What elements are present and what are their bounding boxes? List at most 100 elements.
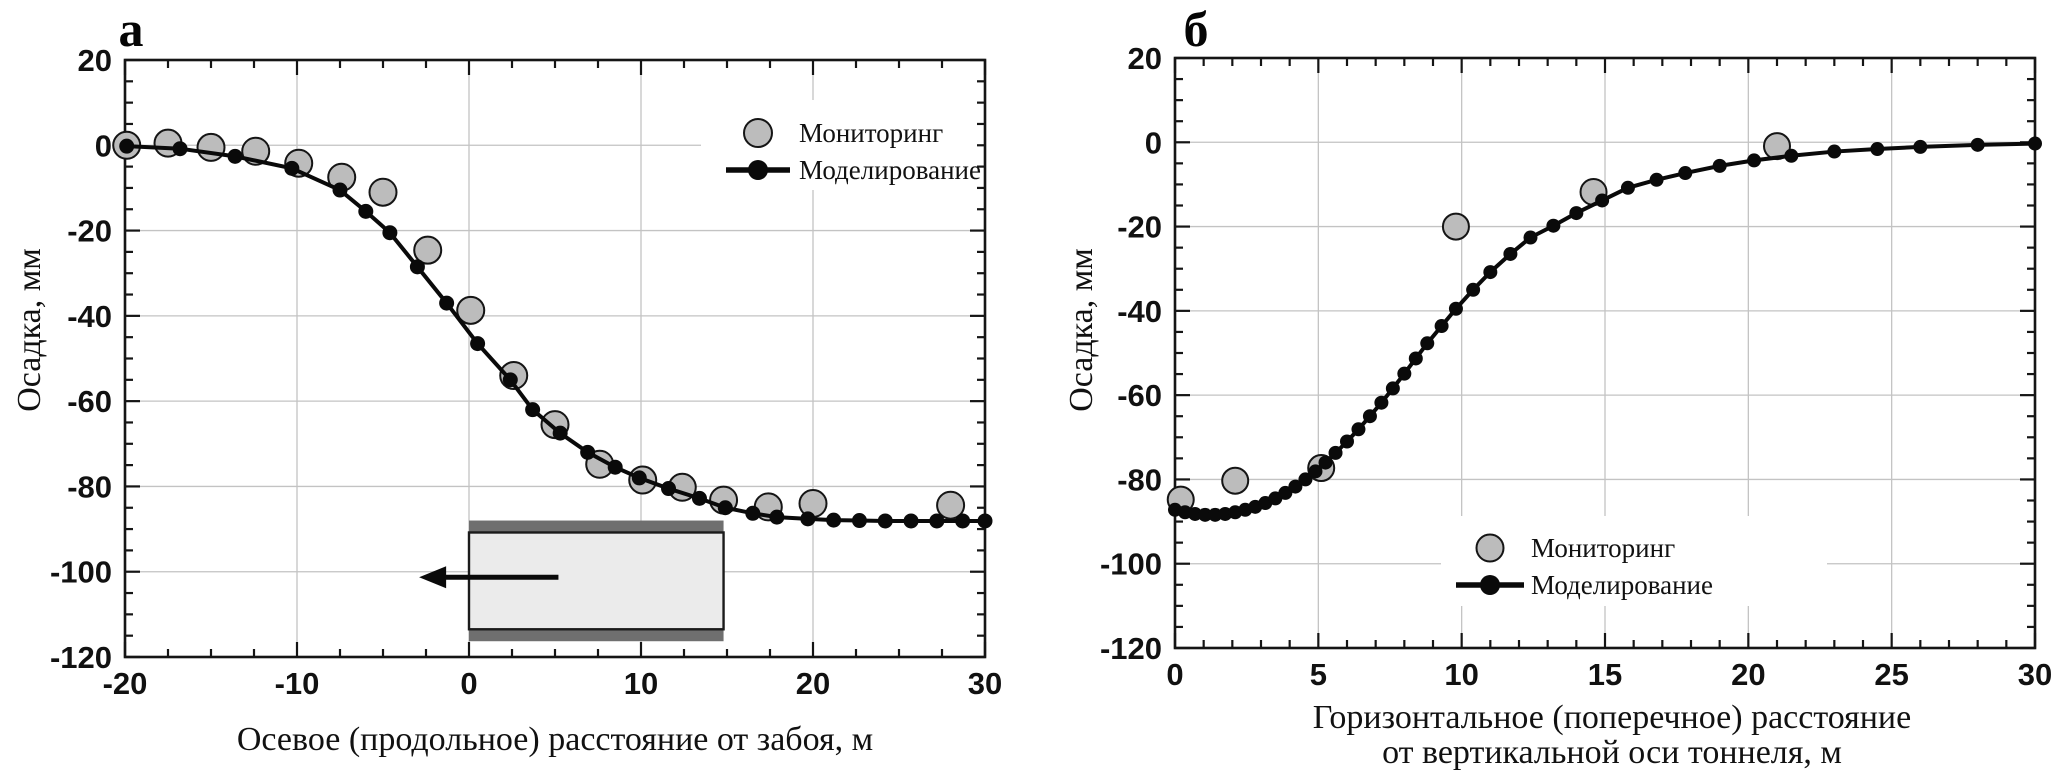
x-tick-label: 30 xyxy=(968,666,1002,701)
axis-ticks xyxy=(1173,56,2037,650)
model-dot xyxy=(1434,319,1449,334)
y-tick-label: -40 xyxy=(1117,294,1162,329)
legend-model-dot-icon xyxy=(1480,575,1500,595)
model-dot xyxy=(1351,422,1366,437)
legend: Мониторинг Моделирование xyxy=(701,100,981,190)
x-tick-label: 10 xyxy=(624,666,658,701)
tunnel-body xyxy=(467,531,725,631)
y-tick-label: -40 xyxy=(67,299,112,334)
model-dot xyxy=(851,513,867,529)
model-dot xyxy=(1397,366,1412,381)
x-tick-label: 15 xyxy=(1588,657,1622,692)
model-dot xyxy=(409,259,425,275)
y-tick-label: -100 xyxy=(1100,547,1162,582)
monitoring-point xyxy=(936,490,966,520)
model-dot xyxy=(1385,381,1400,396)
x-tick-label: 0 xyxy=(460,666,477,701)
model-dot xyxy=(332,182,348,198)
model-dot xyxy=(382,225,398,241)
model-dot xyxy=(1546,218,1561,233)
model-dot xyxy=(977,513,993,529)
model-dot xyxy=(439,295,455,311)
model-dot xyxy=(877,513,893,529)
x-tick-label: 0 xyxy=(1166,657,1183,692)
model-dot xyxy=(1523,230,1538,245)
x-axis-title: Осевое (продольное) расстояние от забоя,… xyxy=(237,721,873,758)
model-dot xyxy=(1483,265,1498,280)
y-axis-title: Осадка, мм xyxy=(1063,248,1100,412)
model-dot xyxy=(1408,351,1423,366)
model-dot xyxy=(1503,246,1518,261)
legend-background xyxy=(701,100,977,190)
model-dot xyxy=(1712,158,1727,173)
series-model xyxy=(119,138,993,529)
monitoring-point xyxy=(413,235,443,265)
tunnel-schematic xyxy=(419,520,725,642)
y-tick-label: 0 xyxy=(95,128,112,163)
x-tick-label: 10 xyxy=(1444,657,1478,692)
model-dot xyxy=(1870,142,1885,157)
model-dot xyxy=(800,511,816,527)
x-axis-title: от вертикальной оси тоннеля, м xyxy=(1382,734,1842,770)
y-tick-label: -120 xyxy=(1100,631,1162,666)
model-dot xyxy=(1649,172,1664,187)
model-dot xyxy=(1784,148,1799,163)
x-tick-label: 5 xyxy=(1310,657,1327,692)
model-dot xyxy=(1208,507,1223,522)
axis-ticks xyxy=(123,58,987,659)
x-tick-label: 20 xyxy=(1731,657,1765,692)
model-dot xyxy=(631,470,647,486)
y-tick-label: -120 xyxy=(50,640,112,675)
y-tick-label: 20 xyxy=(78,43,112,78)
model-dot xyxy=(502,372,518,388)
monitoring-point xyxy=(196,132,226,162)
x-tick-label: 20 xyxy=(796,666,830,701)
y-tick-label: -100 xyxy=(50,555,112,590)
monitoring-point xyxy=(368,177,398,207)
model-dot xyxy=(1328,445,1343,460)
y-tick-label: -60 xyxy=(67,384,112,419)
y-axis-title: Осадка, мм xyxy=(11,248,48,412)
legend-label-monitoring: Мониторинг xyxy=(1531,533,1675,563)
model-dot xyxy=(1318,455,1333,470)
legend-label-model: Моделирование xyxy=(1531,570,1713,600)
y-tick-label: -80 xyxy=(1117,462,1162,497)
legend-monitoring-marker-icon xyxy=(743,118,773,148)
panel-a: -20 -10 0 10 20 30200-20-40-60-80-100-120Мони… xyxy=(11,1,1002,758)
model-dot xyxy=(1595,193,1610,208)
legend-label-model: Моделирование xyxy=(799,155,981,185)
legend-background xyxy=(1441,516,1827,606)
y-tick-label: -20 xyxy=(67,214,112,249)
monitoring-point xyxy=(1441,212,1470,241)
monitoring-point xyxy=(456,295,486,325)
model-dot xyxy=(1198,507,1213,522)
model-dot xyxy=(284,160,300,176)
model-dot xyxy=(717,500,733,516)
x-axis-title: Горизонтальное (поперечное) расстояние xyxy=(1313,699,1911,736)
panel-letter: а xyxy=(119,1,144,57)
model-dot xyxy=(2028,136,2042,151)
model-dot xyxy=(172,141,188,157)
model-dot xyxy=(470,336,486,352)
model-dot xyxy=(1678,166,1693,181)
x-tick-label: -10 xyxy=(275,666,320,701)
model-dot xyxy=(745,505,761,521)
model-dot xyxy=(580,444,596,460)
tunnel-lining-top xyxy=(469,520,724,533)
model-dot xyxy=(1620,180,1635,195)
model-dot xyxy=(691,490,707,506)
legend-label-monitoring: Мониторинг xyxy=(799,118,943,148)
model-dot xyxy=(1374,395,1389,410)
x-tick-label: -20 xyxy=(103,666,148,701)
legend: Мониторинг Моделирование xyxy=(1441,516,1827,606)
model-dot xyxy=(1288,479,1303,494)
model-dot xyxy=(903,513,919,529)
model-dot xyxy=(1308,464,1323,479)
model-dot xyxy=(1362,409,1377,424)
model-dot xyxy=(661,481,677,497)
model-dot xyxy=(1340,434,1354,449)
model-dot xyxy=(1466,282,1481,297)
model-dot xyxy=(1298,472,1313,487)
